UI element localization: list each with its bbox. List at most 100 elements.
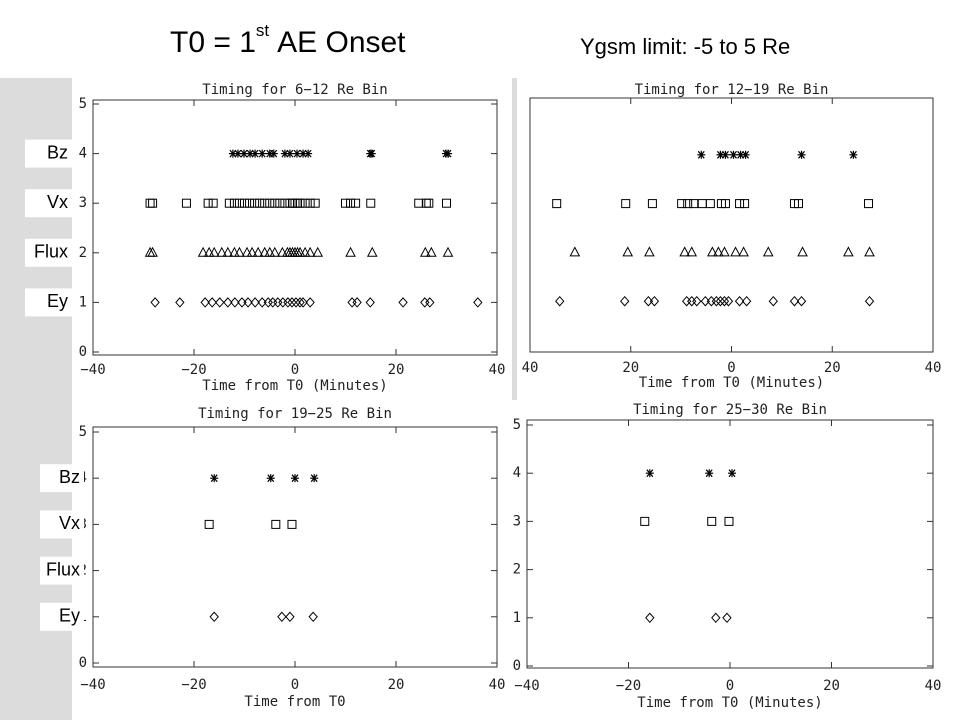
- side-label-box: [40, 556, 84, 585]
- triangle-marker: [419, 246, 431, 257]
- triangle-marker: [252, 246, 264, 257]
- square-marker: [705, 199, 715, 209]
- diamond-marker: [150, 297, 160, 308]
- square-marker: [341, 198, 350, 208]
- side-label: Bz: [47, 142, 68, 162]
- asterisk-marker: [729, 150, 738, 159]
- square-marker: [305, 198, 315, 208]
- square-marker: [351, 198, 361, 208]
- square-marker: [677, 199, 687, 209]
- plot-title: Timing for 25−30 Re Bin: [633, 402, 827, 418]
- square-marker: [720, 199, 730, 209]
- diamond-marker: [352, 297, 362, 308]
- triangle-marker: [686, 246, 698, 257]
- square-marker: [148, 198, 158, 208]
- square-marker: [442, 198, 451, 208]
- title-rest: AE Onset: [277, 26, 406, 59]
- triangle-marker: [246, 246, 258, 257]
- triangle-marker: [569, 246, 581, 257]
- asterisk-marker: [304, 149, 313, 158]
- diamond-marker: [741, 295, 752, 307]
- diamond-marker: [398, 297, 408, 308]
- diamond-marker: [243, 297, 253, 308]
- triangle-marker: [707, 246, 718, 257]
- diamond-marker: [215, 297, 225, 308]
- diamond-marker: [473, 297, 483, 308]
- diamond-marker: [723, 295, 734, 307]
- plot: Timing for 6−12 Re Bin Time from T0 (Minu…: [72, 78, 512, 400]
- asterisk-marker: [367, 149, 376, 158]
- asterisk-marker: [705, 469, 714, 478]
- y-tick-label: 1: [79, 294, 87, 310]
- asterisk-marker: [310, 474, 319, 483]
- triangle-marker: [147, 246, 158, 257]
- square-marker: [640, 516, 650, 526]
- side-label: Flux: [46, 559, 80, 579]
- triangle-marker: [797, 246, 808, 257]
- diamond-marker: [207, 297, 217, 308]
- plot-panel: [72, 400, 512, 720]
- asterisk-marker: [741, 150, 750, 159]
- square-marker: [229, 198, 239, 208]
- diamond-marker: [796, 295, 807, 307]
- y-tick-label: 2: [513, 562, 521, 578]
- diamond-marker: [645, 612, 655, 624]
- triangle-marker: [345, 246, 356, 257]
- diamond-marker: [711, 612, 721, 624]
- diamond-marker: [734, 295, 745, 307]
- triangle-marker: [719, 246, 730, 257]
- diamond-marker: [308, 611, 318, 623]
- asterisk-marker: [210, 474, 219, 483]
- asterisk-marker: [645, 469, 654, 478]
- x-axis-label: Time from T0 (Minutes): [639, 375, 824, 391]
- side-label: Vx: [59, 513, 80, 533]
- square-marker: [260, 198, 270, 208]
- slide-title: T0 = 1st AE Onset: [170, 21, 406, 58]
- triangle-marker: [730, 246, 741, 257]
- asterisk-marker: [736, 150, 745, 159]
- triangle-marker: [679, 246, 690, 257]
- asterisk-marker: [299, 149, 308, 158]
- x-tick-label: −20: [181, 362, 206, 378]
- square-marker: [793, 199, 803, 209]
- asterisk-marker: [849, 150, 858, 159]
- side-label-box: [40, 602, 84, 631]
- triangle-marker: [208, 246, 220, 257]
- asterisk-marker: [728, 469, 737, 478]
- side-label-box: [40, 464, 84, 493]
- plot: Timing for 12−19 Re Bin Time from T0 (Min…: [517, 78, 960, 400]
- diamond-marker: [715, 295, 726, 307]
- diamond-marker: [722, 612, 732, 624]
- asterisk-marker: [291, 474, 299, 483]
- square-marker: [287, 519, 297, 529]
- y-tick-label: 5: [513, 417, 521, 433]
- diamond-marker: [700, 295, 710, 307]
- x-tick-label: 0: [291, 677, 299, 693]
- diamond-marker: [277, 611, 287, 623]
- diamond-marker: [283, 297, 293, 308]
- x-tick-label: 0: [291, 362, 299, 378]
- triangle-marker: [713, 246, 724, 257]
- diamond-marker: [692, 295, 702, 307]
- triangle-marker: [234, 246, 245, 257]
- diamond-marker: [789, 295, 800, 307]
- x-tick-label: 40: [489, 362, 506, 378]
- diamond-marker: [719, 295, 730, 307]
- plot-panel: [72, 78, 512, 400]
- triangle-marker: [644, 246, 655, 257]
- plot: Timing for 25−30 Re Bin Time from T0 (Min…: [512, 400, 960, 720]
- x-tick-label: −40: [80, 362, 105, 378]
- triangle-marker: [738, 246, 749, 257]
- square-marker: [270, 198, 280, 208]
- square-marker: [707, 516, 717, 526]
- plot-title: Timing for 6−12 Re Bin: [202, 82, 387, 98]
- x-tick-label: −20: [181, 677, 206, 693]
- diamond-marker: [555, 295, 565, 307]
- y-tick-label: 4: [513, 465, 521, 481]
- diamond-marker: [230, 297, 240, 308]
- triangle-marker: [864, 246, 875, 257]
- side-label: Ey: [59, 606, 80, 626]
- x-tick-label: −20: [616, 678, 641, 694]
- asterisk-marker: [697, 150, 706, 159]
